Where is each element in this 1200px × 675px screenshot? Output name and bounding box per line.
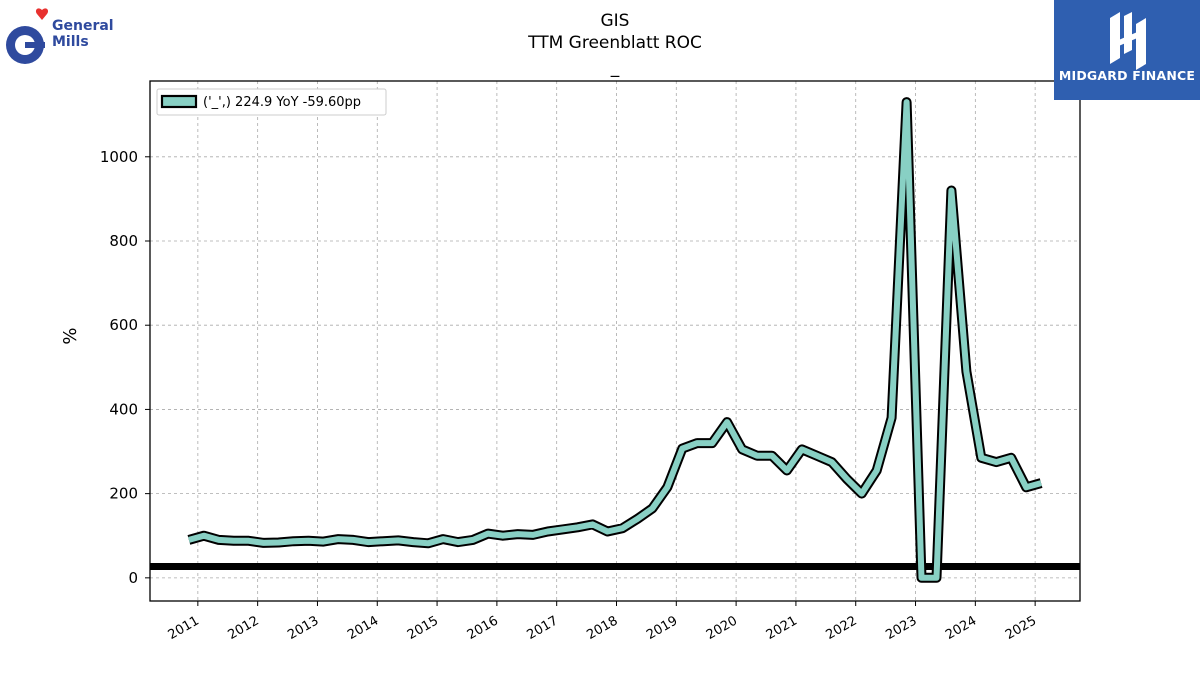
general-mills-logo: General Mills [4, 6, 124, 68]
series-layer [187, 97, 1043, 583]
chart-title-metric: TTM Greenblatt ROC [528, 33, 702, 53]
y-tick-label-200: 200 [109, 485, 138, 503]
general-mills-g-icon [6, 8, 49, 64]
legend-swatch [160, 94, 198, 109]
legend-box [156, 88, 387, 116]
y-tick-label-0: 0 [128, 569, 138, 587]
x-tick-label-2016: 2016 [465, 613, 501, 643]
x-tick-label-2022: 2022 [824, 613, 860, 643]
chart-title-ticker: GIS [600, 11, 630, 31]
x-tick-label-2021: 2021 [764, 613, 800, 643]
y-tick-label-1000: 1000 [100, 148, 138, 166]
grid [150, 81, 1080, 601]
midgard-finance-logo: MIDGARD FINANCE [1054, 0, 1200, 100]
y-tick-label-600: 600 [109, 316, 138, 334]
x-tick-label-2017: 2017 [525, 613, 561, 643]
series-line [188, 99, 1042, 581]
x-tick-label-2025: 2025 [1003, 613, 1039, 643]
legend: ('_',) 224.9 YoY -59.60pp [156, 88, 387, 116]
x-tick-label-2020: 2020 [704, 613, 740, 643]
x-tick-label-2015: 2015 [405, 613, 441, 643]
legend-entry: ('_',) 224.9 YoY -59.60pp [203, 95, 361, 110]
x-tick-label-2013: 2013 [285, 613, 321, 643]
x-tick-label-2012: 2012 [225, 613, 261, 643]
x-tick-label-2023: 2023 [883, 613, 919, 643]
chart-subtitle: _ [610, 58, 620, 78]
general-mills-wordmark-line2: Mills [52, 34, 89, 50]
x-tick-label-2018: 2018 [584, 613, 620, 643]
plot-area-frame [149, 80, 1081, 602]
x-tick-label-2024: 2024 [943, 613, 979, 643]
y-tick-label-400: 400 [109, 400, 138, 418]
x-tick-label-2019: 2019 [644, 613, 680, 643]
general-mills-wordmark: General Mills [52, 18, 114, 50]
y-tick-label-800: 800 [109, 232, 138, 250]
x-axis-ticks: 2011 2012 2013 2014 2015 2016 2017 2018 2019 2020… [166, 601, 1039, 643]
y-axis-ticks: 0 200 400 600 800 1000 [100, 148, 150, 587]
x-tick-label-2014: 2014 [345, 613, 381, 643]
y-axis-label: % [60, 327, 81, 344]
midgard-finance-emblem-icon [1110, 12, 1146, 70]
midgard-finance-wordmark: MIDGARD FINANCE [1058, 68, 1196, 83]
general-mills-wordmark-line1: General [52, 18, 114, 34]
x-tick-label-2011: 2011 [166, 613, 202, 643]
